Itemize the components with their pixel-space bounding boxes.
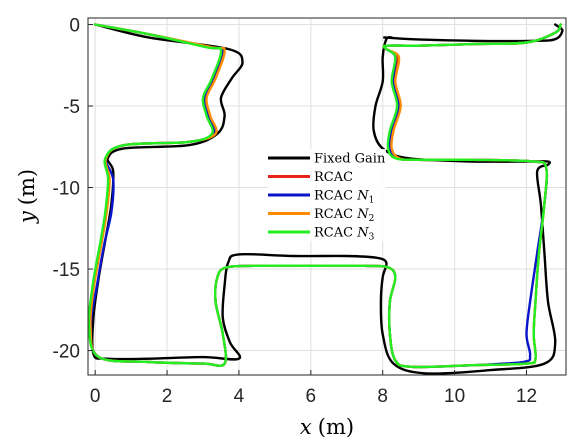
y-tick-label-3: -15 [53,260,80,281]
x-axis-label: x (m) [300,415,354,439]
trajectory-traces [87,23,564,375]
y-tick-label-4: -20 [53,342,80,363]
series-line-4 [87,23,562,369]
y-tick-label-1: -5 [63,97,80,118]
x-axis-var: x [300,415,312,439]
legend-label-0: Fixed Gain [314,152,386,167]
legend-label-3: RCAC N2 [314,207,374,224]
x-tick-label-6: 12 [516,386,537,407]
x-tick-label-2: 4 [234,386,245,407]
y-tick-labels: 0 -5 -10 -15 -20 [53,16,93,363]
x-tick-label-5: 10 [444,386,465,407]
y-axis-var: y [15,210,39,224]
x-tick-label-3: 6 [306,386,317,407]
x-tick-labels: 0 2 4 6 8 10 12 [90,370,537,407]
axes-box [87,17,567,376]
series-line-0 [91,23,564,375]
x-tick-label-4: 8 [377,386,388,407]
legend-label-1: RCAC [314,170,353,185]
legend-label-2: RCAC N1 [314,189,374,206]
y-axis-label: y (m) [15,169,39,224]
x-tick-label-1: 2 [162,386,173,407]
y-axis-unit: (m) [15,169,39,205]
x-tick-label-0: 0 [90,386,101,407]
y-tick-label-0: 0 [69,16,80,37]
legend-label-4: RCAC N3 [314,226,375,243]
y-tick-label-2: -10 [53,179,80,200]
x-axis-unit: (m) [318,415,354,439]
